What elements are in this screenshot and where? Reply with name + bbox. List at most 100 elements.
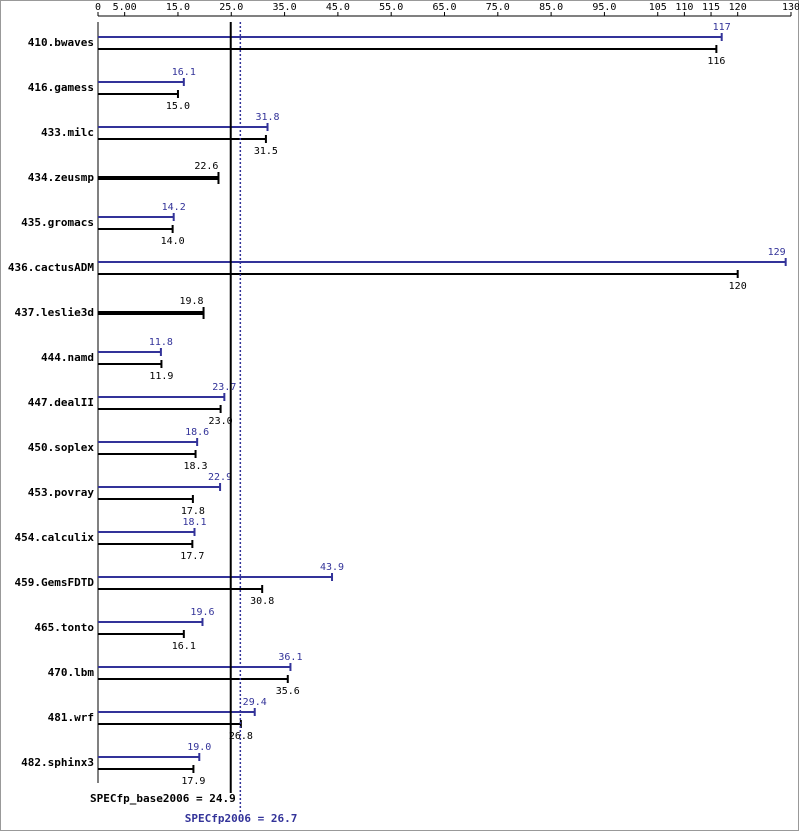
value-label: 43.9: [320, 562, 344, 573]
x-tick-label: 85.0: [539, 2, 563, 13]
bar: [98, 126, 268, 128]
value-label: 23.7: [212, 382, 236, 393]
x-tick-label: 25.0: [219, 2, 243, 13]
value-label: 120: [729, 281, 747, 292]
bar: [98, 723, 241, 725]
bar: [98, 93, 178, 95]
bar: [98, 633, 184, 635]
x-tick-label: 45.0: [326, 2, 350, 13]
bar: [98, 36, 722, 38]
value-label: 17.9: [181, 776, 205, 787]
value-label: 31.8: [255, 112, 279, 123]
x-tick-label: 115: [702, 2, 720, 13]
bar: [98, 543, 193, 545]
category-label: 481.wrf: [48, 711, 94, 724]
bar: [98, 531, 195, 533]
bar: [98, 768, 194, 770]
value-label: 11.8: [149, 337, 173, 348]
category-label: 453.povray: [28, 486, 95, 499]
category-label: 450.soplex: [28, 441, 95, 454]
category-label: 482.sphinx3: [21, 756, 94, 769]
value-label: 18.3: [184, 461, 208, 472]
category-label: 437.leslie3d: [15, 306, 94, 319]
bar: [98, 441, 198, 443]
x-tick-label: 95.0: [592, 2, 616, 13]
x-tick-label: 5.00: [113, 2, 137, 13]
bar: [98, 81, 184, 83]
value-label: 14.0: [161, 236, 185, 247]
value-label: 30.8: [250, 596, 274, 607]
category-label: 436.cactusADM: [8, 261, 94, 274]
category-label: 447.dealII: [28, 396, 94, 409]
bar: [98, 311, 204, 315]
bar: [98, 588, 263, 590]
value-label: 22.9: [208, 472, 232, 483]
category-label: 433.milc: [41, 126, 94, 139]
value-label: 31.5: [254, 146, 278, 157]
bar: [98, 666, 291, 668]
value-label: 19.6: [190, 607, 214, 618]
value-label: 19.8: [179, 296, 203, 307]
value-label: 35.6: [276, 686, 300, 697]
value-label: 15.0: [166, 101, 190, 112]
value-label: 22.6: [194, 161, 218, 172]
value-label: 29.4: [243, 697, 267, 708]
x-tick-label: 65.0: [432, 2, 456, 13]
bar: [98, 351, 161, 353]
bar: [98, 228, 173, 230]
bar: [98, 216, 174, 218]
value-label: 117: [713, 22, 731, 33]
x-tick-label: 55.0: [379, 2, 403, 13]
bar: [98, 711, 255, 713]
value-label: 36.1: [278, 652, 302, 663]
bar: [98, 498, 193, 500]
category-label: 470.lbm: [48, 666, 95, 679]
bar: [98, 261, 786, 263]
category-label: 416.gamess: [28, 81, 94, 94]
value-label: 14.2: [162, 202, 186, 213]
value-label: 26.8: [229, 731, 253, 742]
bar: [98, 176, 219, 180]
value-label: 23.0: [209, 416, 233, 427]
value-label: 18.1: [182, 517, 206, 528]
category-label: 465.tonto: [34, 621, 94, 634]
bar: [98, 273, 738, 275]
x-tick-label: 120: [729, 2, 747, 13]
value-label: 16.1: [172, 67, 196, 78]
x-tick-label: 0: [95, 2, 101, 13]
category-label: 454.calculix: [15, 531, 95, 544]
bar: [98, 486, 221, 488]
reference-label: SPECfp_base2006 = 24.9: [90, 792, 236, 805]
bar: [98, 576, 333, 578]
category-label: 444.namd: [41, 351, 94, 364]
value-label: 18.6: [185, 427, 209, 438]
bar: [98, 453, 196, 455]
value-label: 11.9: [149, 371, 173, 382]
reference-label: SPECfp2006 = 26.7: [185, 812, 298, 825]
x-tick-label: 75.0: [486, 2, 510, 13]
x-tick-label: 130: [782, 2, 799, 13]
x-tick-label: 15.0: [166, 2, 190, 13]
value-label: 129: [768, 247, 786, 258]
x-tick-label: 105: [649, 2, 667, 13]
bar: [98, 363, 162, 365]
bar: [98, 138, 266, 140]
bar: [98, 396, 225, 398]
value-label: 116: [707, 56, 725, 67]
value-label: 17.8: [181, 506, 205, 517]
bar: [98, 678, 288, 680]
bar: [98, 48, 717, 50]
bar: [98, 408, 221, 410]
value-label: 19.0: [187, 742, 211, 753]
category-label: 459.GemsFDTD: [15, 576, 95, 589]
category-label: 434.zeusmp: [28, 171, 95, 184]
value-label: 17.7: [180, 551, 204, 562]
bar: [98, 756, 200, 758]
bar: [98, 621, 203, 623]
value-label: 16.1: [172, 641, 196, 652]
x-tick-label: 110: [675, 2, 693, 13]
x-tick-label: 35.0: [273, 2, 297, 13]
